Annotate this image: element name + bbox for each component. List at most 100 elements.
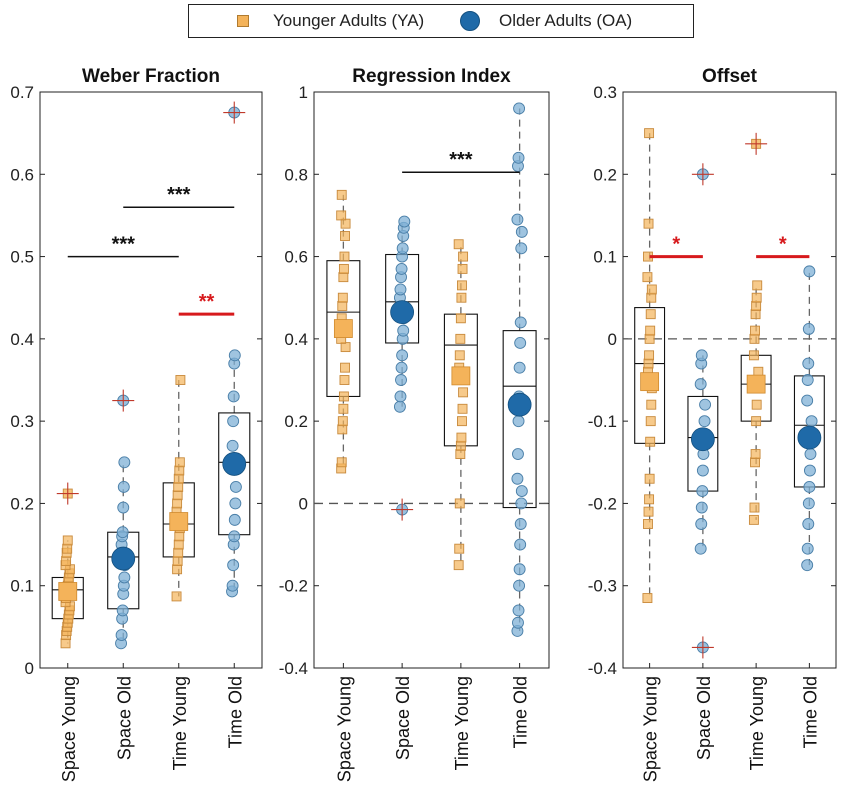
oa-data-point [514,538,527,551]
significance-label: ** [199,291,215,313]
ya-data-point [455,440,466,451]
oa-data-point [803,464,816,477]
ya-data-point [750,449,761,460]
mean-marker-ya [746,374,766,394]
box-group-space-old [385,215,420,521]
chart-title: Weber Fraction [82,66,220,87]
ya-data-point [172,498,183,509]
x-tick-label: Space Old [694,676,714,760]
oa-data-point [512,151,525,164]
oa-data-point [115,629,128,642]
ya-data-point [339,375,350,385]
mean-marker-ya [333,319,353,338]
ya-data-point [337,292,348,303]
ya-data-point [62,535,73,546]
ya-data-point [457,416,467,427]
panel-2: Regression Index -0.4 -0.2 0 0.2 0.4 0.6 0.8 1 Sp… [279,66,550,782]
ya-data-point [644,350,655,361]
oa-data-point [512,448,524,461]
oa-data-point [398,215,411,228]
ya-data-point [62,543,73,554]
oa-data-point [801,542,814,555]
y-tick-label: 0.4 [10,330,34,349]
oa-data-point [696,485,709,498]
y-tick-label: 0.6 [284,248,308,267]
oa-data-point [396,349,409,362]
ya-data-point [340,218,351,229]
ya-data-point [174,457,185,468]
oa-data-point [228,349,241,362]
box-group-space-young [634,128,666,604]
oa-data-point [513,563,526,576]
ya-data-point [643,519,653,529]
ya-data-point [646,292,657,303]
y-tick-label: 0.1 [10,577,34,596]
x-tick-label: Space Old [393,676,413,760]
mean-marker-oa [111,546,136,571]
y-tick-label: -0.2 [279,577,308,596]
ya-data-point [749,333,760,344]
mean-marker-oa [797,425,822,450]
y-tick-label: 1 [299,83,308,102]
ya-data-point [646,399,657,410]
mean-marker-ya [58,582,78,601]
ya-data-point [172,556,183,566]
ya-data-point [751,300,762,311]
legend-younger-marker [237,15,249,27]
oa-data-point [116,526,129,539]
chart-title: Regression Index [352,66,511,87]
mean-marker-ya [451,366,471,386]
ya-data-point [174,531,185,542]
outlier-marker [112,389,135,412]
legend-older-marker [460,11,480,31]
ya-data-point [751,399,762,410]
oa-data-point [803,481,816,493]
outlier-marker [691,163,714,186]
ya-data-point [644,128,655,139]
ya-data-point [457,280,467,291]
oa-data-point [511,472,524,485]
ya-data-point [172,564,183,575]
x-tick-label: Time Young [452,676,472,770]
ya-data-point [455,313,466,324]
ya-data-point [60,638,71,649]
outlier-marker [691,636,714,659]
significance-label: *** [167,184,191,206]
oa-data-point [512,415,525,428]
oa-data-point [393,400,406,413]
oa-data-point [513,102,526,115]
y-tick-label: -0.4 [588,659,617,678]
y-tick-label: 0 [25,659,34,678]
oa-data-point [118,571,131,584]
outlier-marker [391,498,414,521]
box-group-space-young [326,189,361,474]
y-tick-label: -0.4 [279,659,308,678]
oa-data-point [804,448,817,461]
oa-data-point [515,225,528,238]
oa-data-point [698,415,711,428]
significance-label: * [672,234,680,256]
ya-data-point [338,263,349,274]
oa-data-point [803,265,816,278]
y-tick-label: 0.7 [10,83,34,102]
x-tick-label: Time Old [800,676,820,748]
oa-data-point [802,323,815,335]
oa-data-point [394,390,407,403]
plot-frame [39,91,263,669]
ya-data-point [173,482,184,492]
ya-data-point [751,292,762,303]
x-tick-label: Time Young [170,676,190,770]
y-tick-label: 0.3 [593,83,617,102]
x-tick-label: Space Young [334,676,354,782]
oa-data-point [514,316,527,329]
ya-data-point [173,539,184,550]
legend-younger-label: Younger Adults (YA) [273,11,425,30]
ya-data-point [750,457,760,468]
oa-data-point [695,349,708,362]
oa-data-point [801,374,814,386]
ya-data-point [457,403,468,414]
oa-data-point [226,579,239,592]
ya-data-point [646,284,657,295]
y-tick-label: 0.3 [10,412,34,431]
ya-data-point [642,272,653,283]
